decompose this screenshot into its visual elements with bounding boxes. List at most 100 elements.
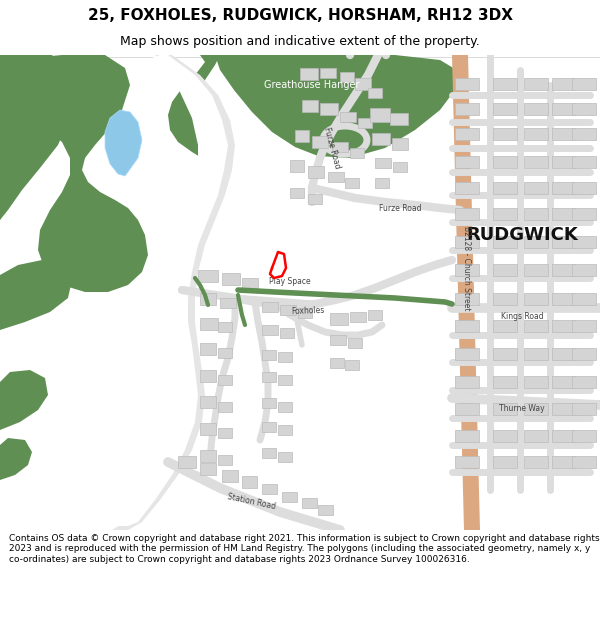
Bar — [572, 128, 596, 140]
Bar — [572, 208, 596, 220]
Bar — [222, 470, 238, 482]
Bar — [345, 178, 359, 188]
Bar — [200, 423, 216, 435]
Polygon shape — [15, 55, 148, 292]
Bar — [455, 156, 479, 168]
Bar — [300, 68, 318, 80]
Bar — [493, 236, 517, 248]
Bar — [493, 293, 517, 305]
Bar — [278, 375, 292, 385]
Polygon shape — [215, 55, 460, 158]
Bar — [218, 455, 232, 465]
Polygon shape — [168, 55, 220, 160]
Bar — [330, 313, 348, 325]
Bar — [302, 100, 318, 112]
Bar — [524, 78, 548, 90]
Bar — [302, 498, 317, 508]
Bar — [455, 430, 479, 442]
Bar — [218, 322, 232, 332]
Polygon shape — [118, 55, 228, 526]
Bar — [455, 320, 479, 332]
Bar — [262, 448, 276, 458]
Bar — [524, 293, 548, 305]
Bar — [524, 128, 548, 140]
Bar — [572, 182, 596, 194]
Bar — [455, 293, 479, 305]
Bar — [295, 130, 309, 142]
Bar — [552, 103, 576, 115]
Bar — [328, 172, 344, 182]
Bar — [340, 112, 356, 122]
Bar — [552, 320, 576, 332]
Bar — [552, 128, 576, 140]
Bar — [572, 293, 596, 305]
Bar — [200, 343, 216, 355]
Bar — [493, 376, 517, 388]
Bar — [330, 358, 344, 368]
Bar — [375, 178, 389, 188]
Bar — [308, 166, 324, 178]
Bar — [355, 78, 371, 90]
Polygon shape — [452, 55, 480, 530]
Text: Thurne Way: Thurne Way — [499, 404, 545, 413]
Text: Greathouse Hanger: Greathouse Hanger — [264, 80, 360, 90]
Polygon shape — [112, 55, 235, 530]
Bar — [298, 308, 312, 318]
Bar — [493, 456, 517, 468]
Polygon shape — [0, 370, 48, 430]
Bar — [178, 456, 196, 468]
Bar — [552, 348, 576, 360]
Bar — [455, 78, 479, 90]
Bar — [524, 320, 548, 332]
Bar — [572, 348, 596, 360]
Polygon shape — [0, 260, 72, 330]
Bar — [200, 318, 218, 330]
Bar — [368, 310, 382, 320]
Bar — [552, 456, 576, 468]
Bar — [282, 492, 297, 502]
Bar — [552, 293, 576, 305]
Text: Play Space: Play Space — [269, 278, 311, 286]
Polygon shape — [0, 55, 72, 220]
Bar — [218, 348, 232, 358]
Bar — [218, 402, 232, 412]
Bar — [493, 208, 517, 220]
Bar — [524, 208, 548, 220]
Bar — [552, 430, 576, 442]
Bar — [280, 328, 294, 338]
Bar — [262, 372, 276, 382]
Bar — [262, 422, 276, 432]
Bar — [222, 273, 240, 285]
Text: Station Road: Station Road — [227, 492, 277, 511]
Bar — [552, 236, 576, 248]
Bar — [348, 338, 362, 348]
Bar — [200, 450, 216, 462]
Bar — [552, 78, 576, 90]
Bar — [262, 484, 277, 494]
Bar — [493, 156, 517, 168]
Bar — [318, 505, 333, 515]
Bar — [320, 68, 336, 78]
Bar — [572, 156, 596, 168]
Bar — [493, 430, 517, 442]
Bar — [455, 182, 479, 194]
Bar — [572, 103, 596, 115]
Text: Map shows position and indicative extent of the property.: Map shows position and indicative extent… — [120, 35, 480, 48]
Bar — [455, 236, 479, 248]
Text: Furze Road: Furze Road — [379, 204, 421, 213]
Bar — [524, 376, 548, 388]
Bar — [262, 325, 278, 335]
Bar — [278, 452, 292, 462]
Bar — [572, 236, 596, 248]
Bar — [350, 148, 364, 158]
Bar — [572, 376, 596, 388]
Bar — [572, 456, 596, 468]
Bar — [524, 348, 548, 360]
Bar — [552, 264, 576, 276]
Text: RUDGWICK: RUDGWICK — [466, 226, 578, 244]
Bar — [242, 278, 258, 288]
Polygon shape — [0, 438, 32, 480]
Bar — [218, 375, 232, 385]
Bar — [493, 264, 517, 276]
Polygon shape — [105, 110, 142, 176]
